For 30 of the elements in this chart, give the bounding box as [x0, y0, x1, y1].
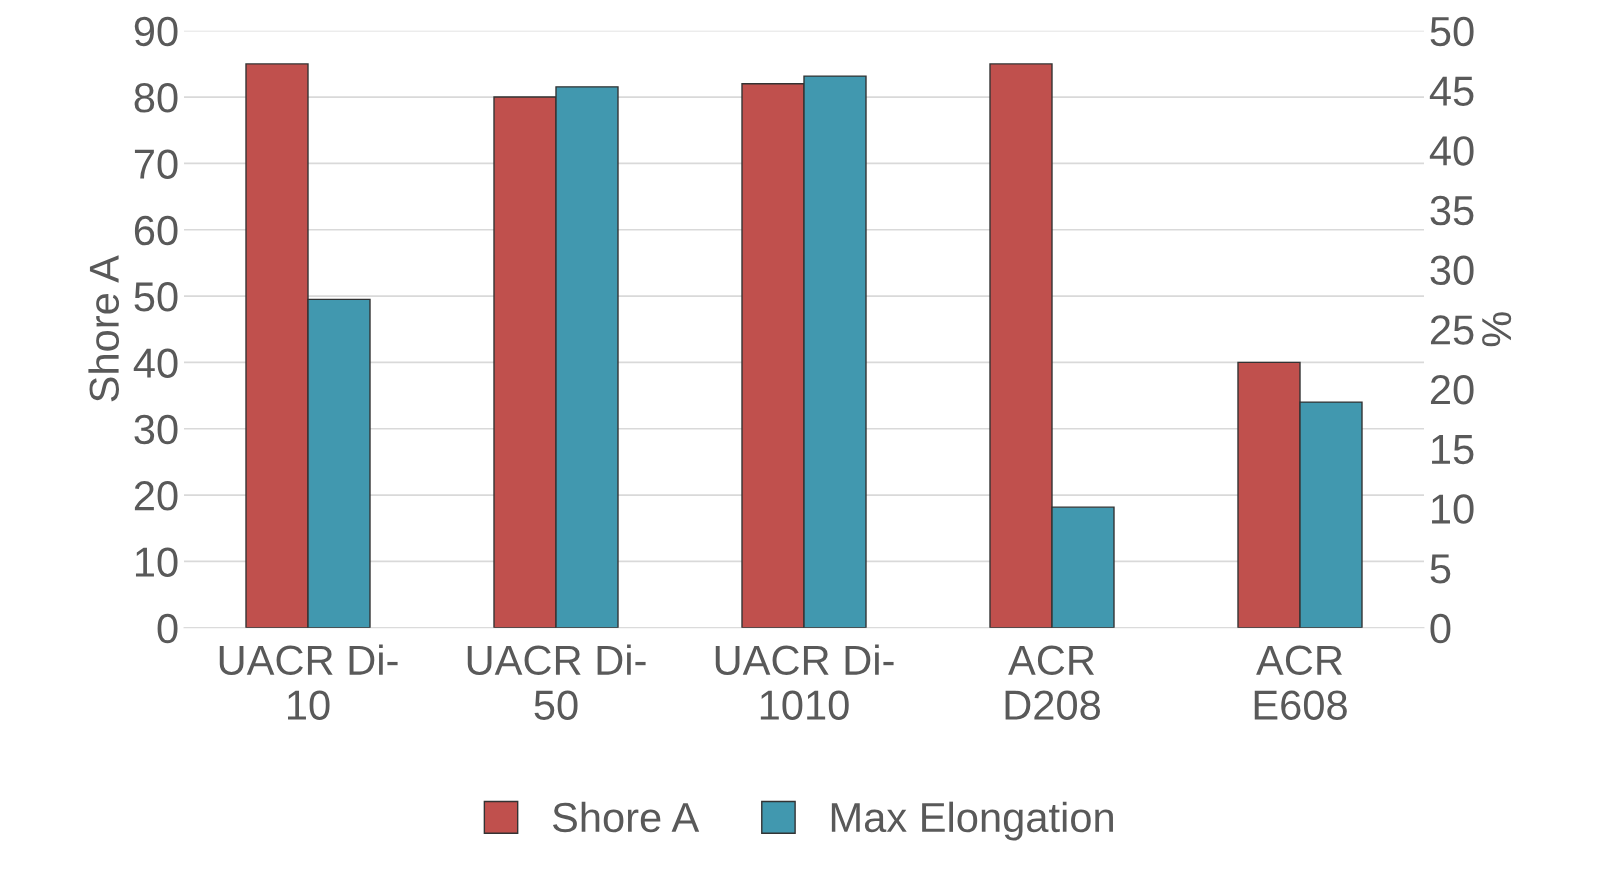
- y-axis-title: Shore A: [88, 255, 120, 402]
- y-tick-label: 20: [134, 481, 178, 511]
- y2-tick-label: 10: [1432, 494, 1474, 524]
- y2-tick-label: 20: [1430, 374, 1474, 405]
- y2-tick-label: 35: [1430, 195, 1474, 226]
- y-tick-label: 80: [134, 83, 178, 113]
- y-tick-label: 40: [133, 348, 178, 378]
- x-tick-label: UACR Di- 50: [467, 644, 646, 720]
- y-tick-label: 70: [134, 149, 178, 179]
- y2-tick-label: 25: [1430, 315, 1474, 345]
- x-tick-label: UACR Di- 10: [219, 644, 398, 720]
- y-tick-label: 60: [134, 215, 178, 246]
- y2-tick-label: 40: [1429, 136, 1474, 166]
- y2-tick-label: 5: [1430, 554, 1451, 584]
- y2-tick-label: 0: [1430, 613, 1451, 644]
- y2-tick-label: 50: [1430, 16, 1474, 47]
- legend-label: Shore A: [552, 801, 700, 833]
- y2-tick-label: 30: [1430, 255, 1474, 286]
- x-tick-label: UACR Di- 1010: [715, 644, 894, 720]
- y-tick-label: 50: [134, 282, 178, 312]
- legend-label: Max Elongation: [831, 801, 1113, 841]
- x-tick-label: ACR E608: [1254, 645, 1347, 720]
- y2-axis-title: %: [1482, 312, 1512, 347]
- y-tick-label: 90: [134, 16, 178, 47]
- y-tick-label: 0: [157, 613, 178, 644]
- x-tick-label: ACR D208: [1005, 645, 1100, 720]
- y-tick-label: 30: [134, 414, 178, 445]
- y2-tick-label: 45: [1429, 76, 1474, 106]
- y2-tick-label: 15: [1432, 435, 1474, 465]
- y-tick-label: 10: [135, 547, 178, 577]
